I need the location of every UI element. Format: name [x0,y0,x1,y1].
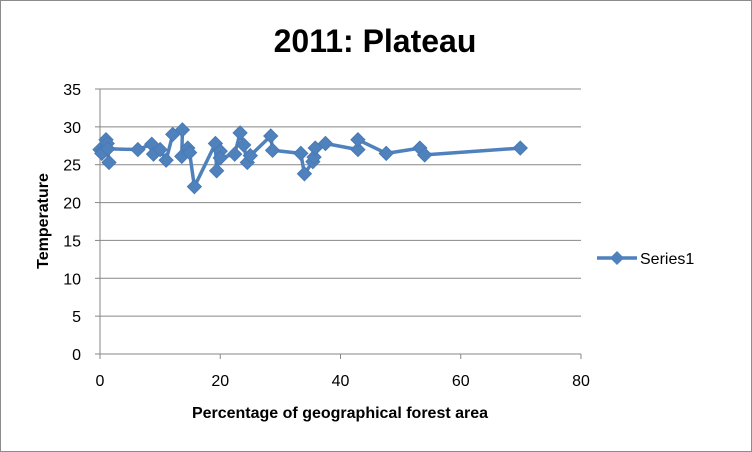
y-axis-title: Temperature [35,173,52,269]
data-point [226,146,243,162]
gridlines [100,88,581,317]
y-tick-label: 30 [63,120,81,137]
data-point [232,125,248,141]
legend-series-label: Series1 [640,251,694,268]
x-tick-label: 60 [452,373,470,390]
data-point [350,132,366,148]
data-point [306,149,322,165]
data-point [378,145,394,162]
x-tick-label: 0 [96,373,105,390]
data-point [512,140,528,156]
x-axis-title: Percentage of geographical forest area [192,405,488,422]
data-point [152,141,168,158]
data-point [181,144,198,161]
y-tick-label: 0 [72,347,81,364]
data-point [235,137,252,153]
x-axis-ticks: 0 20 40 60 80 [96,354,590,390]
data-point [350,141,366,158]
y-tick-label: 10 [63,271,81,288]
y-tick-label: 5 [72,309,81,326]
data-point [101,154,117,171]
legend: Series1 [597,251,694,268]
series-1 [92,122,528,195]
data-point [174,122,191,138]
legend-diamond-icon [610,251,624,265]
data-point [263,128,279,144]
data-point [317,135,334,152]
data-point [186,178,203,195]
data-point [264,142,281,159]
data-point [242,147,259,164]
y-tick-label: 25 [63,158,81,175]
data-point [307,140,323,156]
y-tick-label: 35 [63,82,81,99]
y-tick-label: 20 [63,196,81,213]
y-tick-label: 15 [63,233,81,250]
data-point [296,166,313,182]
chart-title: 2011: Plateau [274,23,477,59]
data-point [416,147,433,163]
data-point [212,150,228,166]
data-point [100,141,116,157]
data-point [208,163,225,179]
data-point [293,145,309,162]
data-point [130,141,146,158]
data-point [158,152,174,168]
x-tick-label: 20 [211,373,229,390]
x-tick-label: 80 [572,373,590,390]
y-axis-ticks: 0 5 10 15 20 25 30 35 [63,82,100,364]
x-tick-label: 40 [332,373,350,390]
